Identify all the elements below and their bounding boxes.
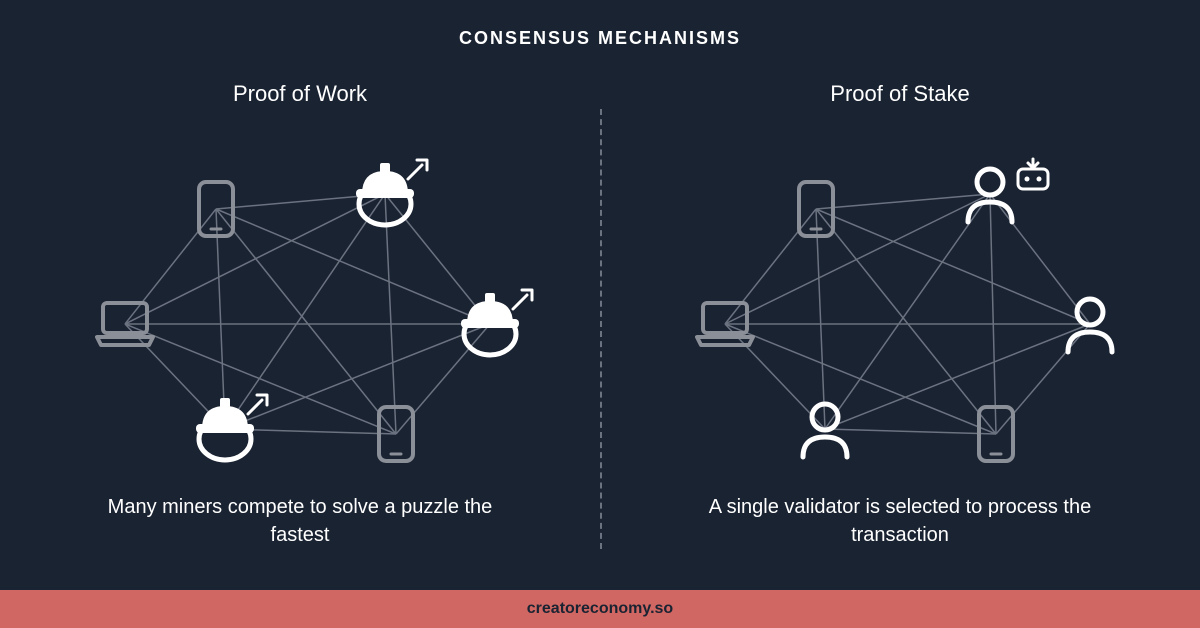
laptop-icon — [95, 299, 155, 349]
person-icon — [1060, 294, 1160, 354]
right-title: Proof of Stake — [600, 81, 1200, 107]
node-phone1 — [195, 179, 237, 244]
left-panel: Proof of Work — [0, 49, 600, 569]
node-miner1 — [350, 159, 450, 234]
footer: creatoreconomy.so — [0, 590, 1200, 628]
node-phone2 — [375, 404, 417, 469]
left-caption: Many miners compete to solve a puzzle th… — [0, 493, 600, 549]
phone-icon — [975, 404, 1017, 464]
right-panel: Proof of Stake A — [600, 49, 1200, 569]
phone-icon — [195, 179, 237, 239]
miner-icon — [190, 394, 290, 464]
node-person2 — [1060, 294, 1160, 359]
node-phone1 — [795, 179, 837, 244]
node-miner3 — [190, 394, 290, 469]
content: Proof of Work — [0, 49, 1200, 569]
node-miner2 — [455, 289, 555, 364]
right-caption: A single validator is selected to proces… — [600, 493, 1200, 549]
person-icon — [795, 399, 895, 459]
node-laptop — [695, 299, 755, 354]
main-title: CONSENSUS MECHANISMS — [0, 0, 1200, 49]
person-icon — [960, 164, 1060, 224]
phone-icon — [375, 404, 417, 464]
miner-icon — [455, 289, 555, 359]
node-laptop — [95, 299, 155, 354]
right-network — [675, 149, 1125, 469]
node-person3 — [795, 399, 895, 464]
left-network — [75, 149, 525, 469]
phone-icon — [795, 179, 837, 239]
laptop-icon — [695, 299, 755, 349]
node-person1 — [960, 164, 1060, 229]
left-title: Proof of Work — [0, 81, 600, 107]
miner-icon — [350, 159, 450, 229]
node-phone2 — [975, 404, 1017, 469]
